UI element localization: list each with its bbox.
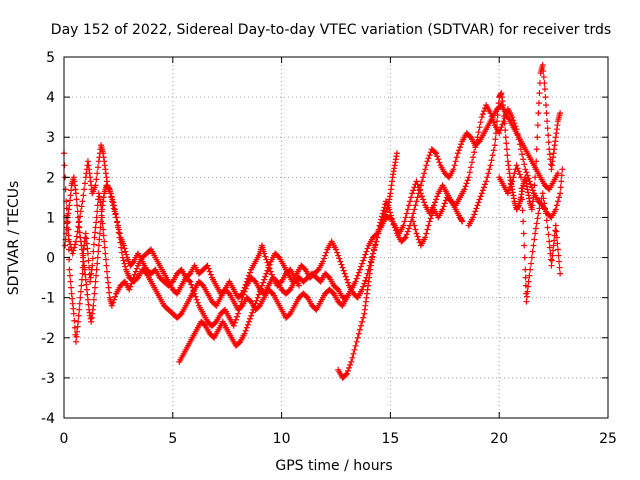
y-tick-label: 2 [46, 170, 55, 186]
x-tick-label: 0 [60, 431, 69, 447]
series-trace-markers [496, 162, 564, 305]
plot-frame [63, 56, 609, 419]
chart-title: Day 152 of 2022, Sidereal Day-to-day VTE… [51, 22, 611, 38]
y-tick-label: 5 [46, 50, 55, 66]
y-axis-label: SDTVAR / TECUs [6, 181, 22, 296]
x-tick-label: 15 [381, 431, 399, 447]
y-tick-label: -1 [41, 291, 55, 307]
y-tick-label: 1 [46, 210, 55, 226]
x-tick-label: 5 [168, 431, 177, 447]
axis-ticks: 0 5 10 15 20 25 -4 -3 -2 -1 0 1 2 3 4 5 [41, 50, 617, 447]
data-markers [61, 62, 566, 381]
x-tick-label: 25 [599, 431, 617, 447]
grid-lines [64, 57, 608, 418]
y-tick-label: 0 [46, 251, 55, 267]
y-tick-label: 4 [46, 90, 55, 106]
y-tick-label: -4 [41, 411, 55, 427]
y-tick-label: 3 [46, 130, 55, 146]
x-tick-label: 20 [490, 431, 508, 447]
series-trace-markers [62, 174, 350, 325]
x-axis-label: GPS time / hours [275, 458, 392, 474]
y-tick-label: -3 [41, 371, 55, 387]
series-trace-markers [176, 150, 400, 365]
y-tick-label: -2 [41, 331, 55, 347]
x-tick-label: 10 [273, 431, 291, 447]
series-trace-markers [465, 62, 564, 229]
